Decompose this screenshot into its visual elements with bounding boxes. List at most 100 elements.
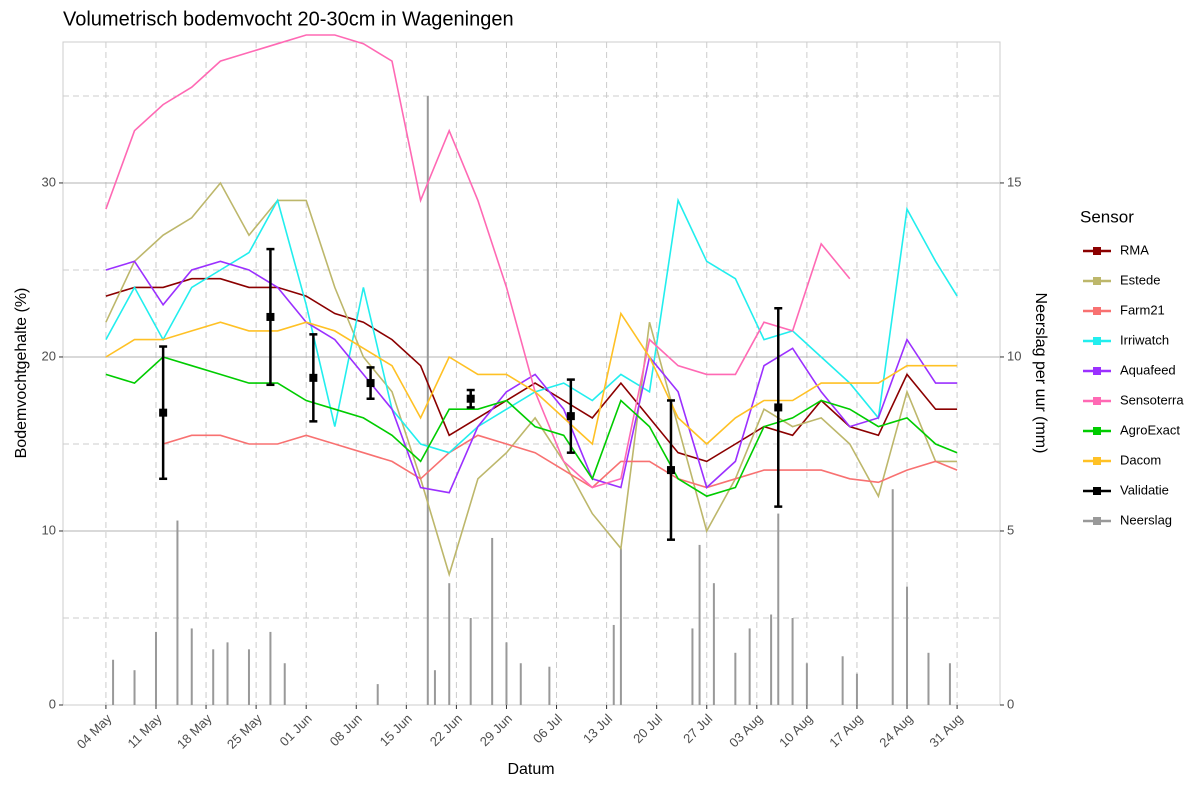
rain-bar [777, 513, 780, 705]
y-tick-label: 10 [42, 522, 56, 537]
legend-swatch [1093, 427, 1101, 435]
rain-bar [805, 663, 808, 705]
legend-swatch [1093, 307, 1101, 315]
chart-title: Volumetrisch bodemvocht 20-30cm in Wagen… [63, 8, 514, 30]
y2-axis-title: Neerslag per uur (mm) [1032, 293, 1049, 454]
rain-bar [133, 670, 136, 705]
rain-bar [190, 628, 193, 705]
rain-bar [433, 670, 436, 705]
legend-label: Dacom [1120, 452, 1161, 467]
x-tick-label: 31 Aug [926, 711, 965, 750]
validation-point [159, 408, 168, 417]
y-tick-label: 0 [49, 696, 56, 711]
x-tick-label: 29 Jun [477, 711, 515, 749]
x-tick-label: 06 Jul [530, 711, 565, 746]
rain-bar [891, 489, 894, 705]
rain-bar [734, 652, 737, 705]
x-tick-label: 20 Jul [630, 711, 665, 746]
validation-point [666, 466, 675, 475]
legend-label: Irriwatch [1120, 332, 1169, 347]
x-tick-label: 03 Aug [726, 711, 765, 750]
sensor-line [105, 311, 958, 446]
validation-point [309, 373, 318, 382]
legend-label: Aquafeed [1120, 362, 1176, 377]
legend-swatch [1093, 487, 1101, 495]
x-tick-label: 18 May [174, 711, 215, 752]
sensor-line [105, 34, 851, 489]
rain-bar [770, 614, 773, 705]
rain-bar [698, 544, 701, 705]
rain-bar [426, 95, 429, 705]
rain-bar [691, 628, 694, 705]
y2-tick-label: 0 [1007, 696, 1014, 711]
rain-bar [154, 631, 157, 705]
panel-border [62, 41, 1001, 706]
legend-label: Sensoterra [1120, 392, 1184, 407]
y2-tick-label: 15 [1007, 174, 1021, 189]
x-tick-label: 01 Jun [277, 711, 315, 749]
rain-bar [491, 537, 494, 705]
x-tick-label: 10 Aug [776, 711, 815, 750]
rain-bar [469, 617, 472, 705]
rain-bar [619, 548, 622, 705]
validation-point [466, 394, 475, 403]
y-tick-label: 30 [42, 174, 56, 189]
rain-bar [269, 631, 272, 705]
validation-point [774, 403, 783, 412]
legend-label: Farm21 [1120, 302, 1165, 317]
y2-tick-label: 10 [1007, 348, 1021, 363]
rain-bar [505, 642, 508, 705]
rain-bar [448, 583, 451, 705]
legend-swatch [1093, 337, 1101, 345]
x-axis-title: Datum [507, 761, 554, 778]
rain-bar [791, 617, 794, 705]
legend-label: Neerslag [1120, 512, 1172, 527]
rain-bar [548, 666, 551, 705]
rain-bar [112, 659, 115, 705]
x-tick-label: 27 Jul [680, 711, 715, 746]
validation-point [366, 379, 375, 388]
x-tick-label: 08 Jun [327, 711, 365, 749]
y-tick-label: 20 [42, 348, 56, 363]
legend-title: Sensor [1080, 207, 1134, 226]
rain-bar [855, 673, 858, 705]
x-tick-label: 15 Jun [377, 711, 415, 749]
rain-bar [927, 652, 930, 705]
x-tick-label: 22 Jun [427, 711, 465, 749]
sensor-line [105, 181, 958, 578]
sensor-line [105, 356, 958, 498]
x-tick-label: 24 Aug [876, 711, 915, 750]
y2-tick-label: 5 [1007, 522, 1014, 537]
legend-label: RMA [1120, 242, 1149, 257]
rain-bar [283, 663, 286, 705]
y-axis-title: Bodemvochtgehalte (%) [13, 288, 30, 459]
x-tick-label: 04 May [74, 711, 115, 752]
legend-swatch [1093, 457, 1101, 465]
legend-swatch [1093, 397, 1101, 405]
rain-bar [226, 642, 229, 705]
rain-bar [841, 656, 844, 705]
rain-bar [712, 583, 715, 705]
rain-bar [519, 663, 522, 705]
rain-bar [612, 624, 615, 705]
validation-point [566, 412, 575, 421]
legend-label: Validatie [1120, 482, 1169, 497]
rain-bar [176, 520, 179, 705]
legend-swatch [1093, 247, 1101, 255]
legend-label: AgroExact [1120, 422, 1180, 437]
rain-bar [212, 649, 215, 705]
legend-swatch [1093, 277, 1101, 285]
x-tick-label: 17 Aug [826, 711, 865, 750]
rain-bar [247, 649, 250, 705]
x-tick-label: 11 May [124, 711, 164, 751]
validation-point [266, 312, 275, 321]
legend-swatch [1093, 517, 1101, 525]
x-tick-label: 25 May [224, 711, 265, 752]
rain-bar [376, 684, 379, 705]
legend-swatch [1093, 367, 1101, 375]
legend-label: Estede [1120, 272, 1160, 287]
rain-bar [748, 628, 751, 705]
rain-bar [948, 663, 951, 705]
rain-bar [906, 586, 909, 705]
